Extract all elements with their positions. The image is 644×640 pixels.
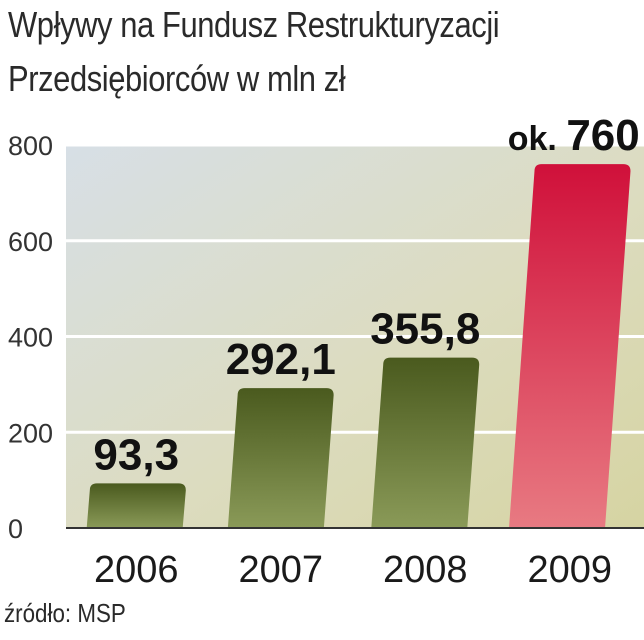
- chart-subtitle: Przedsiębiorców w mln zł: [8, 58, 346, 99]
- bar-2007: [227, 388, 334, 528]
- x-tick-label: 2008: [383, 549, 468, 591]
- source-note: źródło: MSP: [4, 598, 126, 628]
- y-tick-label: 200: [8, 418, 53, 448]
- bar-2006: [86, 483, 186, 528]
- data-label-2008: 355,8: [370, 305, 480, 354]
- data-label-number: 760: [566, 111, 639, 160]
- bar-2008: [371, 357, 480, 528]
- data-label-2007: 292,1: [226, 335, 336, 384]
- y-tick-label: 0: [8, 514, 23, 544]
- bar-chart: 0 200 400 600 800 2006 2007 2008 2009 93,3 292,1…: [8, 111, 644, 591]
- x-tick-label: 2009: [527, 549, 612, 591]
- y-tick-label: 400: [8, 323, 53, 353]
- bar-2009: [509, 164, 631, 528]
- x-tick-label: 2006: [94, 549, 179, 591]
- data-label-prefix: ok.: [508, 120, 567, 158]
- data-label-2009: ok. 760: [508, 111, 640, 160]
- y-tick-label: 600: [8, 227, 53, 257]
- y-tick-label: 800: [8, 131, 53, 161]
- data-label-2006: 93,3: [93, 430, 179, 479]
- chart-title: Wpływy na Fundusz Restrukturyzacji: [8, 4, 500, 45]
- x-tick-label: 2007: [238, 549, 323, 591]
